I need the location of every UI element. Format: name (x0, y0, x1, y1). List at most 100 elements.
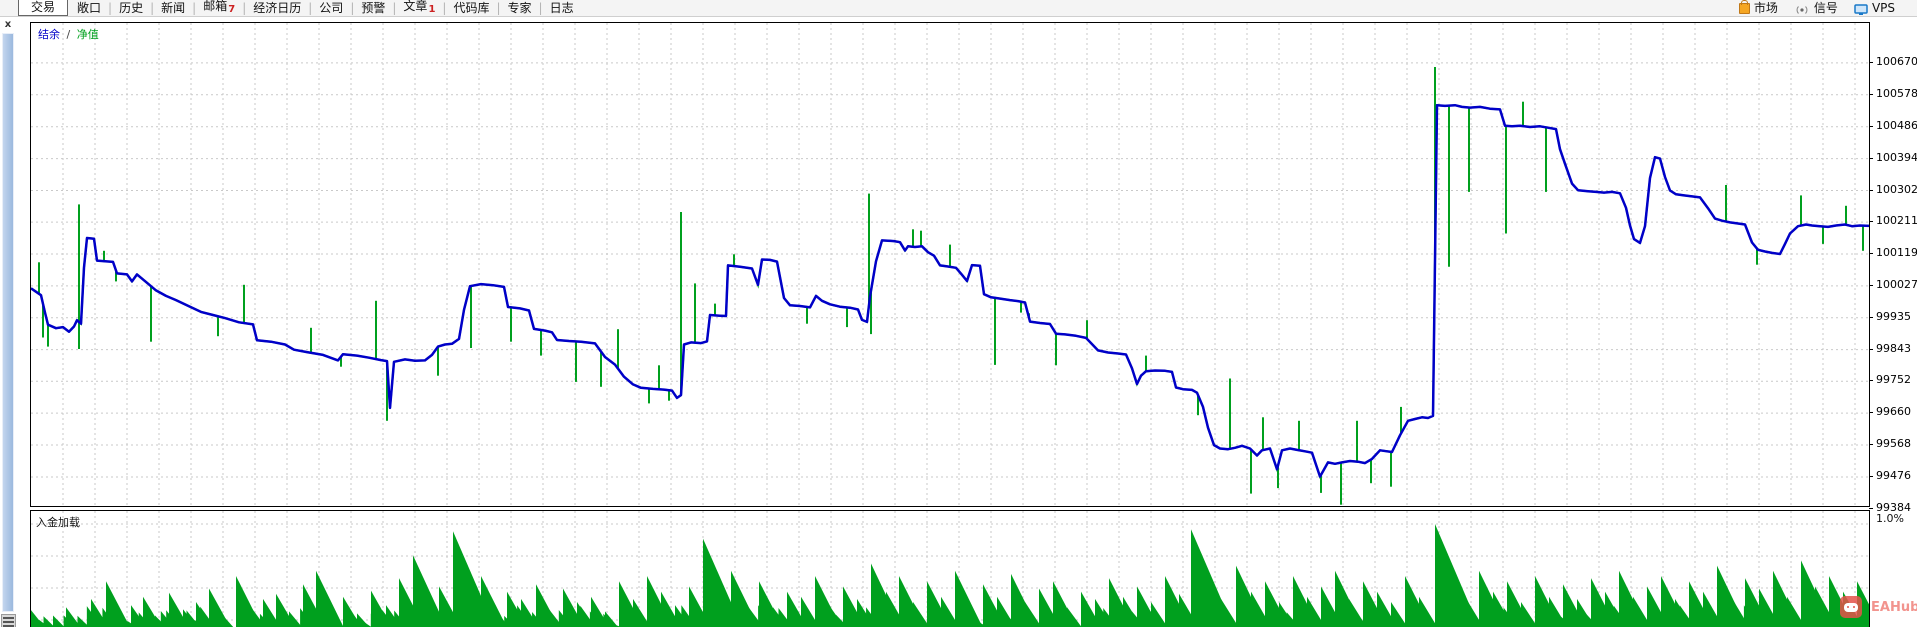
deposit-bar (209, 588, 231, 627)
tab-代码库[interactable]: 代码库 (453, 1, 490, 15)
y-axis-label: 99843 (1876, 341, 1911, 355)
tab-公司[interactable]: 公司 (319, 1, 344, 15)
tab-邮箱[interactable]: 邮箱7 (203, 0, 236, 15)
eahub-watermark-icon (1840, 596, 1862, 618)
menu-right-controls: 市场 信号 VPS (1738, 0, 1895, 16)
legend-separator: / (66, 28, 71, 41)
menu-item-label: VPS (1871, 1, 1895, 15)
tab-历史[interactable]: 历史 (119, 1, 144, 15)
deposit-bar (303, 584, 326, 627)
toolbox-tab-bar: 交易 敞口 | 历史 | 新闻 | 邮箱7 | 经济日历 | 公司 | 预警 | 文章1 | 代码库 | 专家 | 日志 (0, 0, 1917, 17)
deposit-bar (1731, 596, 1750, 627)
deposit-load-svg (31, 511, 1869, 627)
deposit-bar (941, 596, 960, 627)
deposit-bar (1605, 591, 1626, 627)
tab-separator: | (350, 1, 355, 15)
menu-item-市场[interactable]: 市场 (1738, 0, 1778, 16)
tab-新闻[interactable]: 新闻 (161, 1, 186, 15)
y-axis-tick (1869, 93, 1873, 95)
y-axis-tick (1869, 444, 1873, 446)
y-axis-label: 99660 (1876, 405, 1911, 419)
deposit-bar (1123, 596, 1142, 627)
y-axis-label: 99476 (1876, 468, 1911, 482)
tab-经济日历[interactable]: 经济日历 (253, 1, 302, 15)
y-axis-label: 100211 (1876, 214, 1917, 228)
deposit-load-title: 入金加载 (36, 516, 80, 529)
deposit-bar (886, 591, 907, 627)
deposit-bar (1165, 576, 1191, 627)
deposit-bar (1293, 576, 1319, 627)
y-axis-tick (1869, 157, 1873, 159)
tab-预警[interactable]: 预警 (361, 1, 386, 15)
equity-chart-panel[interactable] (30, 22, 1870, 507)
tab-文章[interactable]: 文章1 (403, 0, 436, 15)
deposit-bar (183, 609, 197, 627)
deposit-bar (196, 602, 213, 627)
tab-badge: 7 (228, 4, 236, 15)
deposit-bar (759, 581, 783, 627)
tab-日志[interactable]: 日志 (549, 1, 574, 15)
deposit-bar (1843, 591, 1864, 627)
deposit-bar (787, 591, 808, 627)
tab-badge: 1 (428, 4, 436, 15)
deposit-bar (1391, 602, 1408, 627)
deposit-bar (1435, 524, 1479, 627)
deposit-bar (1405, 576, 1431, 627)
deposit-bar (605, 611, 618, 627)
close-icon[interactable]: x (4, 19, 12, 30)
tab-专家[interactable]: 专家 (507, 1, 532, 15)
deposit-bar (53, 615, 65, 627)
deposit-bar (1251, 591, 1272, 627)
tab-separator: | (242, 1, 247, 15)
deposit-bar (997, 596, 1016, 627)
deposit-bar (1493, 591, 1514, 627)
y-axis-label: 99568 (1876, 437, 1911, 451)
tab-敞口[interactable]: 敞口 (77, 1, 102, 15)
deposit-bar (426, 602, 443, 627)
y-axis-tick (1869, 475, 1873, 477)
deposit-bar (1577, 598, 1595, 627)
y-axis-tick (1869, 316, 1873, 318)
deposit-bar (1549, 596, 1568, 627)
menu-item-信号[interactable]: 信号 (1794, 1, 1838, 16)
tab-separator: | (150, 1, 155, 15)
y-axis-label: 99935 (1876, 309, 1911, 323)
deposit-bar (969, 607, 984, 627)
tab-交易[interactable]: 交易 (18, 0, 69, 16)
deposit-bar (386, 605, 402, 627)
menu-item-label: 市场 (1753, 1, 1778, 15)
y-axis-tick (1869, 284, 1873, 286)
deposit-bar (913, 602, 930, 627)
docked-panel-strip[interactable] (2, 33, 14, 612)
deposit-bar (773, 607, 788, 627)
deposit-bar (481, 576, 507, 627)
deposit-bar (357, 613, 370, 627)
deposit-bar (1661, 576, 1687, 627)
deposit-bar (1377, 591, 1398, 627)
deposit-bar (1675, 598, 1693, 627)
deposit-bar (927, 581, 951, 627)
eahub-watermark-text: EAHub (1871, 600, 1917, 615)
deposit-bar (1633, 596, 1652, 627)
deposit-bar (536, 584, 559, 627)
deposit-bar (871, 563, 902, 627)
deposit-bar (1703, 591, 1724, 627)
y-axis-tick (1869, 125, 1873, 127)
deposit-bar (955, 570, 983, 627)
deposit-bar (1535, 576, 1561, 627)
tab-separator: | (496, 1, 501, 15)
deposit-bar (801, 596, 820, 627)
deposit-bar (577, 602, 594, 627)
y-axis-label: 100302 (1876, 182, 1917, 196)
deposit-bar (1011, 573, 1038, 627)
deposit-bar (549, 609, 563, 627)
deposit-bar (689, 586, 712, 627)
docked-panel-icon[interactable] (1, 614, 16, 627)
y-axis-tick (1869, 380, 1873, 382)
y-axis-label: 100394 (1876, 150, 1917, 164)
menu-item-VPS[interactable]: VPS (1854, 1, 1895, 16)
deposit-load-panel[interactable] (30, 510, 1870, 627)
deposit-bar (1221, 598, 1239, 627)
y-axis-label: 100119 (1876, 245, 1917, 259)
